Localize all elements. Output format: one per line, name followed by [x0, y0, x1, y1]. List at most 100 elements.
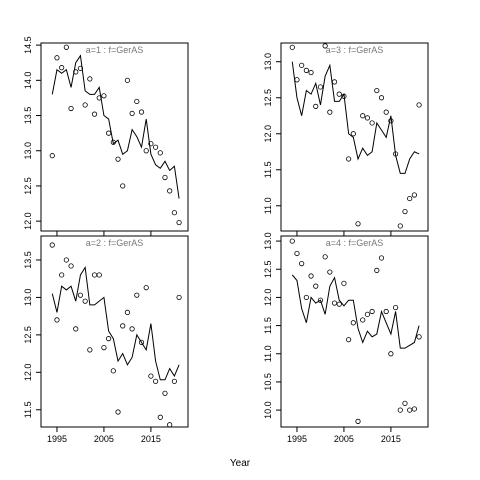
- data-point: [148, 373, 154, 379]
- data-point: [101, 93, 107, 99]
- x-tick-label: 2005: [94, 434, 114, 444]
- data-point: [392, 151, 399, 157]
- data-point: [148, 141, 154, 147]
- data-point: [411, 406, 417, 412]
- data-point: [416, 334, 422, 340]
- data-point: [176, 294, 182, 301]
- data-point: [96, 272, 102, 278]
- panel-frame: [40, 235, 189, 428]
- strip-label: a=1 : f=GerAS: [86, 45, 144, 55]
- y-tick-label: 12.5: [263, 260, 273, 278]
- data-point: [411, 192, 417, 198]
- data-point: [124, 309, 131, 315]
- data-point: [157, 150, 163, 156]
- data-point: [87, 76, 93, 82]
- y-tick-label: 10.5: [263, 373, 273, 391]
- data-point: [374, 87, 380, 94]
- x-axis-label: Year: [230, 458, 251, 469]
- data-point: [369, 120, 375, 126]
- data-point: [49, 153, 55, 159]
- data-point: [68, 105, 74, 112]
- data-point: [313, 283, 319, 289]
- panel-frame: [280, 42, 429, 232]
- data-point: [77, 292, 84, 298]
- data-point: [129, 326, 135, 332]
- data-point: [303, 67, 309, 73]
- data-point: [162, 174, 168, 181]
- data-point: [303, 294, 309, 301]
- y-tick-label: 11.0: [263, 345, 273, 362]
- y-tick-label: 13.0: [23, 142, 33, 160]
- y-tick-label: 12.5: [23, 177, 33, 195]
- y-tick-label: 10.0: [263, 401, 273, 419]
- strip-label: a=3 : f=GerAS: [326, 45, 384, 55]
- data-point: [383, 308, 389, 315]
- data-point: [369, 308, 375, 315]
- fit-line: [291, 274, 420, 349]
- data-point: [378, 255, 385, 261]
- data-point: [63, 257, 69, 263]
- panel-frame: [40, 42, 189, 232]
- y-tick-label: 11.5: [263, 317, 273, 334]
- data-point: [322, 43, 328, 49]
- data-point: [378, 95, 385, 101]
- data-point: [87, 347, 93, 353]
- data-point: [322, 254, 328, 260]
- data-point: [134, 98, 140, 105]
- x-tick-label: 2015: [381, 434, 401, 444]
- data-point: [91, 111, 98, 117]
- data-point: [299, 261, 305, 267]
- data-point: [360, 317, 366, 323]
- data-point: [350, 131, 356, 137]
- data-point: [115, 409, 121, 415]
- data-point: [134, 292, 140, 298]
- data-point: [101, 345, 107, 351]
- data-point: [402, 208, 408, 215]
- data-point: [397, 407, 403, 413]
- data-point: [402, 400, 408, 406]
- y-tick-label: 13.5: [23, 107, 33, 125]
- data-point: [383, 109, 389, 115]
- x-tick-label: 1995: [47, 434, 67, 444]
- data-point: [294, 77, 300, 83]
- data-point: [364, 311, 371, 317]
- data-point: [120, 323, 126, 329]
- data-point: [346, 337, 352, 343]
- data-point: [143, 285, 149, 291]
- data-point: [350, 320, 356, 326]
- data-point: [49, 242, 55, 248]
- strip-label: a=4 : f=GerAS: [326, 238, 384, 248]
- data-point: [317, 84, 324, 90]
- y-tick-label: 12.0: [23, 212, 33, 230]
- data-point: [152, 144, 159, 150]
- data-point: [355, 221, 361, 227]
- data-point: [73, 326, 79, 332]
- data-point: [77, 65, 84, 71]
- data-point: [162, 390, 168, 396]
- data-point: [313, 103, 319, 109]
- x-tick-label: 2005: [334, 434, 354, 444]
- data-point: [54, 317, 60, 323]
- y-tick-label: 13.0: [23, 289, 33, 307]
- y-tick-label: 13.5: [23, 251, 33, 269]
- data-point: [294, 250, 300, 257]
- data-point: [317, 297, 324, 303]
- data-point: [336, 301, 342, 307]
- data-point: [392, 304, 399, 311]
- data-point: [59, 65, 65, 71]
- data-point: [63, 44, 69, 50]
- data-point: [82, 102, 88, 108]
- data-point: [364, 115, 371, 121]
- data-point: [106, 336, 112, 342]
- strip-label: a=2 : f=GerAS: [86, 238, 144, 248]
- data-point: [407, 195, 413, 202]
- data-point: [120, 183, 126, 189]
- y-tick-label: 14.0: [23, 72, 33, 90]
- data-point: [336, 91, 342, 97]
- data-point: [341, 280, 347, 286]
- data-point: [341, 93, 347, 99]
- y-tick-label: 12.0: [23, 364, 33, 382]
- data-point: [59, 272, 65, 278]
- data-point: [157, 414, 163, 420]
